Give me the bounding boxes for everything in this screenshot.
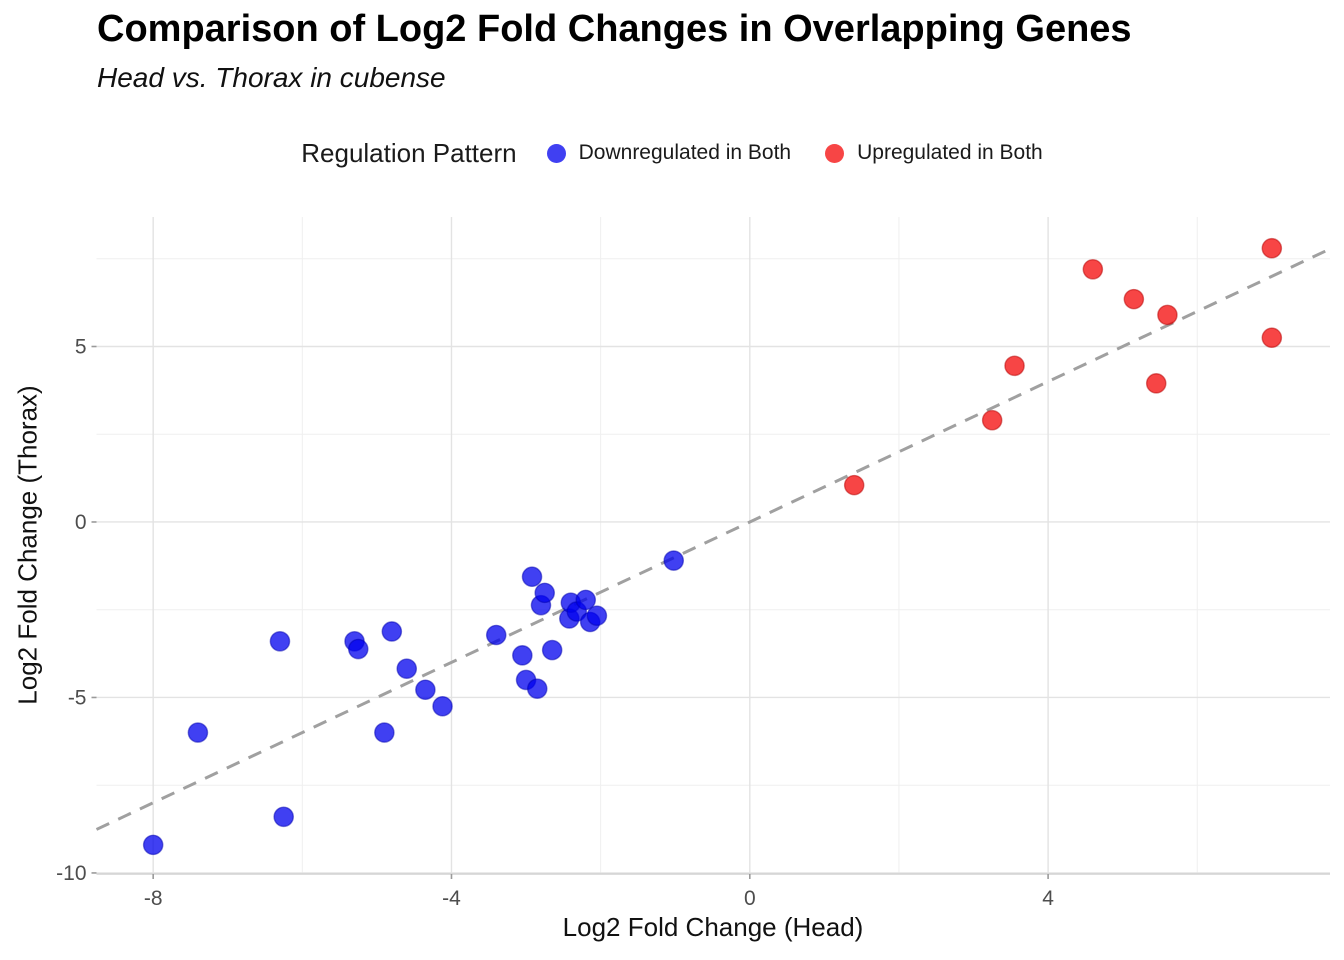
y-tick-label: -5	[68, 686, 87, 709]
x-tick-label: 0	[744, 887, 756, 910]
x-axis-title: Log2 Fold Change (Head)	[562, 912, 864, 942]
data-point-upregulated	[1082, 258, 1104, 280]
y-tick-label: -10	[56, 862, 86, 885]
x-tick-label: -8	[144, 887, 163, 910]
data-point-upregulated	[1123, 288, 1145, 310]
data-point-downregulated	[575, 589, 597, 611]
identity-dashed-line	[95, 247, 1331, 831]
legend-item-upregulated: Upregulated in Both	[825, 141, 1043, 165]
chart-title: Comparison of Log2 Fold Changes in Overl…	[97, 8, 1132, 50]
legend-title: Regulation Pattern	[301, 137, 517, 168]
data-point-downregulated	[381, 621, 403, 642]
data-point-downregulated	[586, 605, 608, 626]
data-point-downregulated	[396, 658, 418, 679]
data-point-downregulated	[415, 679, 436, 701]
legend-item-downregulated: Downregulated in Both	[546, 141, 792, 165]
data-point-downregulated	[526, 678, 548, 699]
data-point-upregulated	[1157, 304, 1178, 326]
y-tick-label: 5	[75, 336, 87, 359]
data-point-downregulated	[485, 624, 507, 646]
data-point-upregulated	[1261, 327, 1283, 349]
legend: Regulation Pattern Downregulated in Both…	[0, 134, 1344, 172]
chart-subtitle: Head vs. Thorax in cubense	[97, 62, 446, 93]
data-point-downregulated	[374, 722, 395, 743]
data-point-downregulated	[187, 722, 209, 743]
x-tick-label: 4	[1042, 887, 1054, 910]
data-point-downregulated	[273, 806, 294, 828]
data-point-downregulated	[432, 695, 453, 717]
legend-label-downregulated: Downregulated in Both	[578, 141, 792, 164]
data-point-upregulated	[1261, 237, 1283, 259]
data-point-upregulated	[843, 474, 865, 496]
data-point-downregulated	[521, 566, 543, 588]
data-point-downregulated	[142, 834, 164, 856]
x-tick-label: -4	[442, 887, 461, 910]
data-point-downregulated	[663, 550, 685, 571]
data-point-downregulated	[541, 639, 563, 661]
data-point-upregulated	[1004, 355, 1025, 377]
data-point-upregulated	[1145, 373, 1167, 394]
data-point-downregulated	[534, 582, 556, 604]
legend-dot-red-icon	[825, 143, 845, 163]
y-tick-label: 0	[75, 511, 87, 534]
legend-label-upregulated: Upregulated in Both	[857, 141, 1043, 164]
data-point-downregulated	[512, 645, 533, 666]
data-point-downregulated	[347, 638, 369, 660]
y-axis-title: Log2 Fold Change (Thorax)	[12, 385, 43, 705]
data-point-upregulated	[981, 409, 1003, 431]
data-point-downregulated	[269, 631, 291, 652]
legend-dot-blue-icon	[546, 143, 566, 163]
